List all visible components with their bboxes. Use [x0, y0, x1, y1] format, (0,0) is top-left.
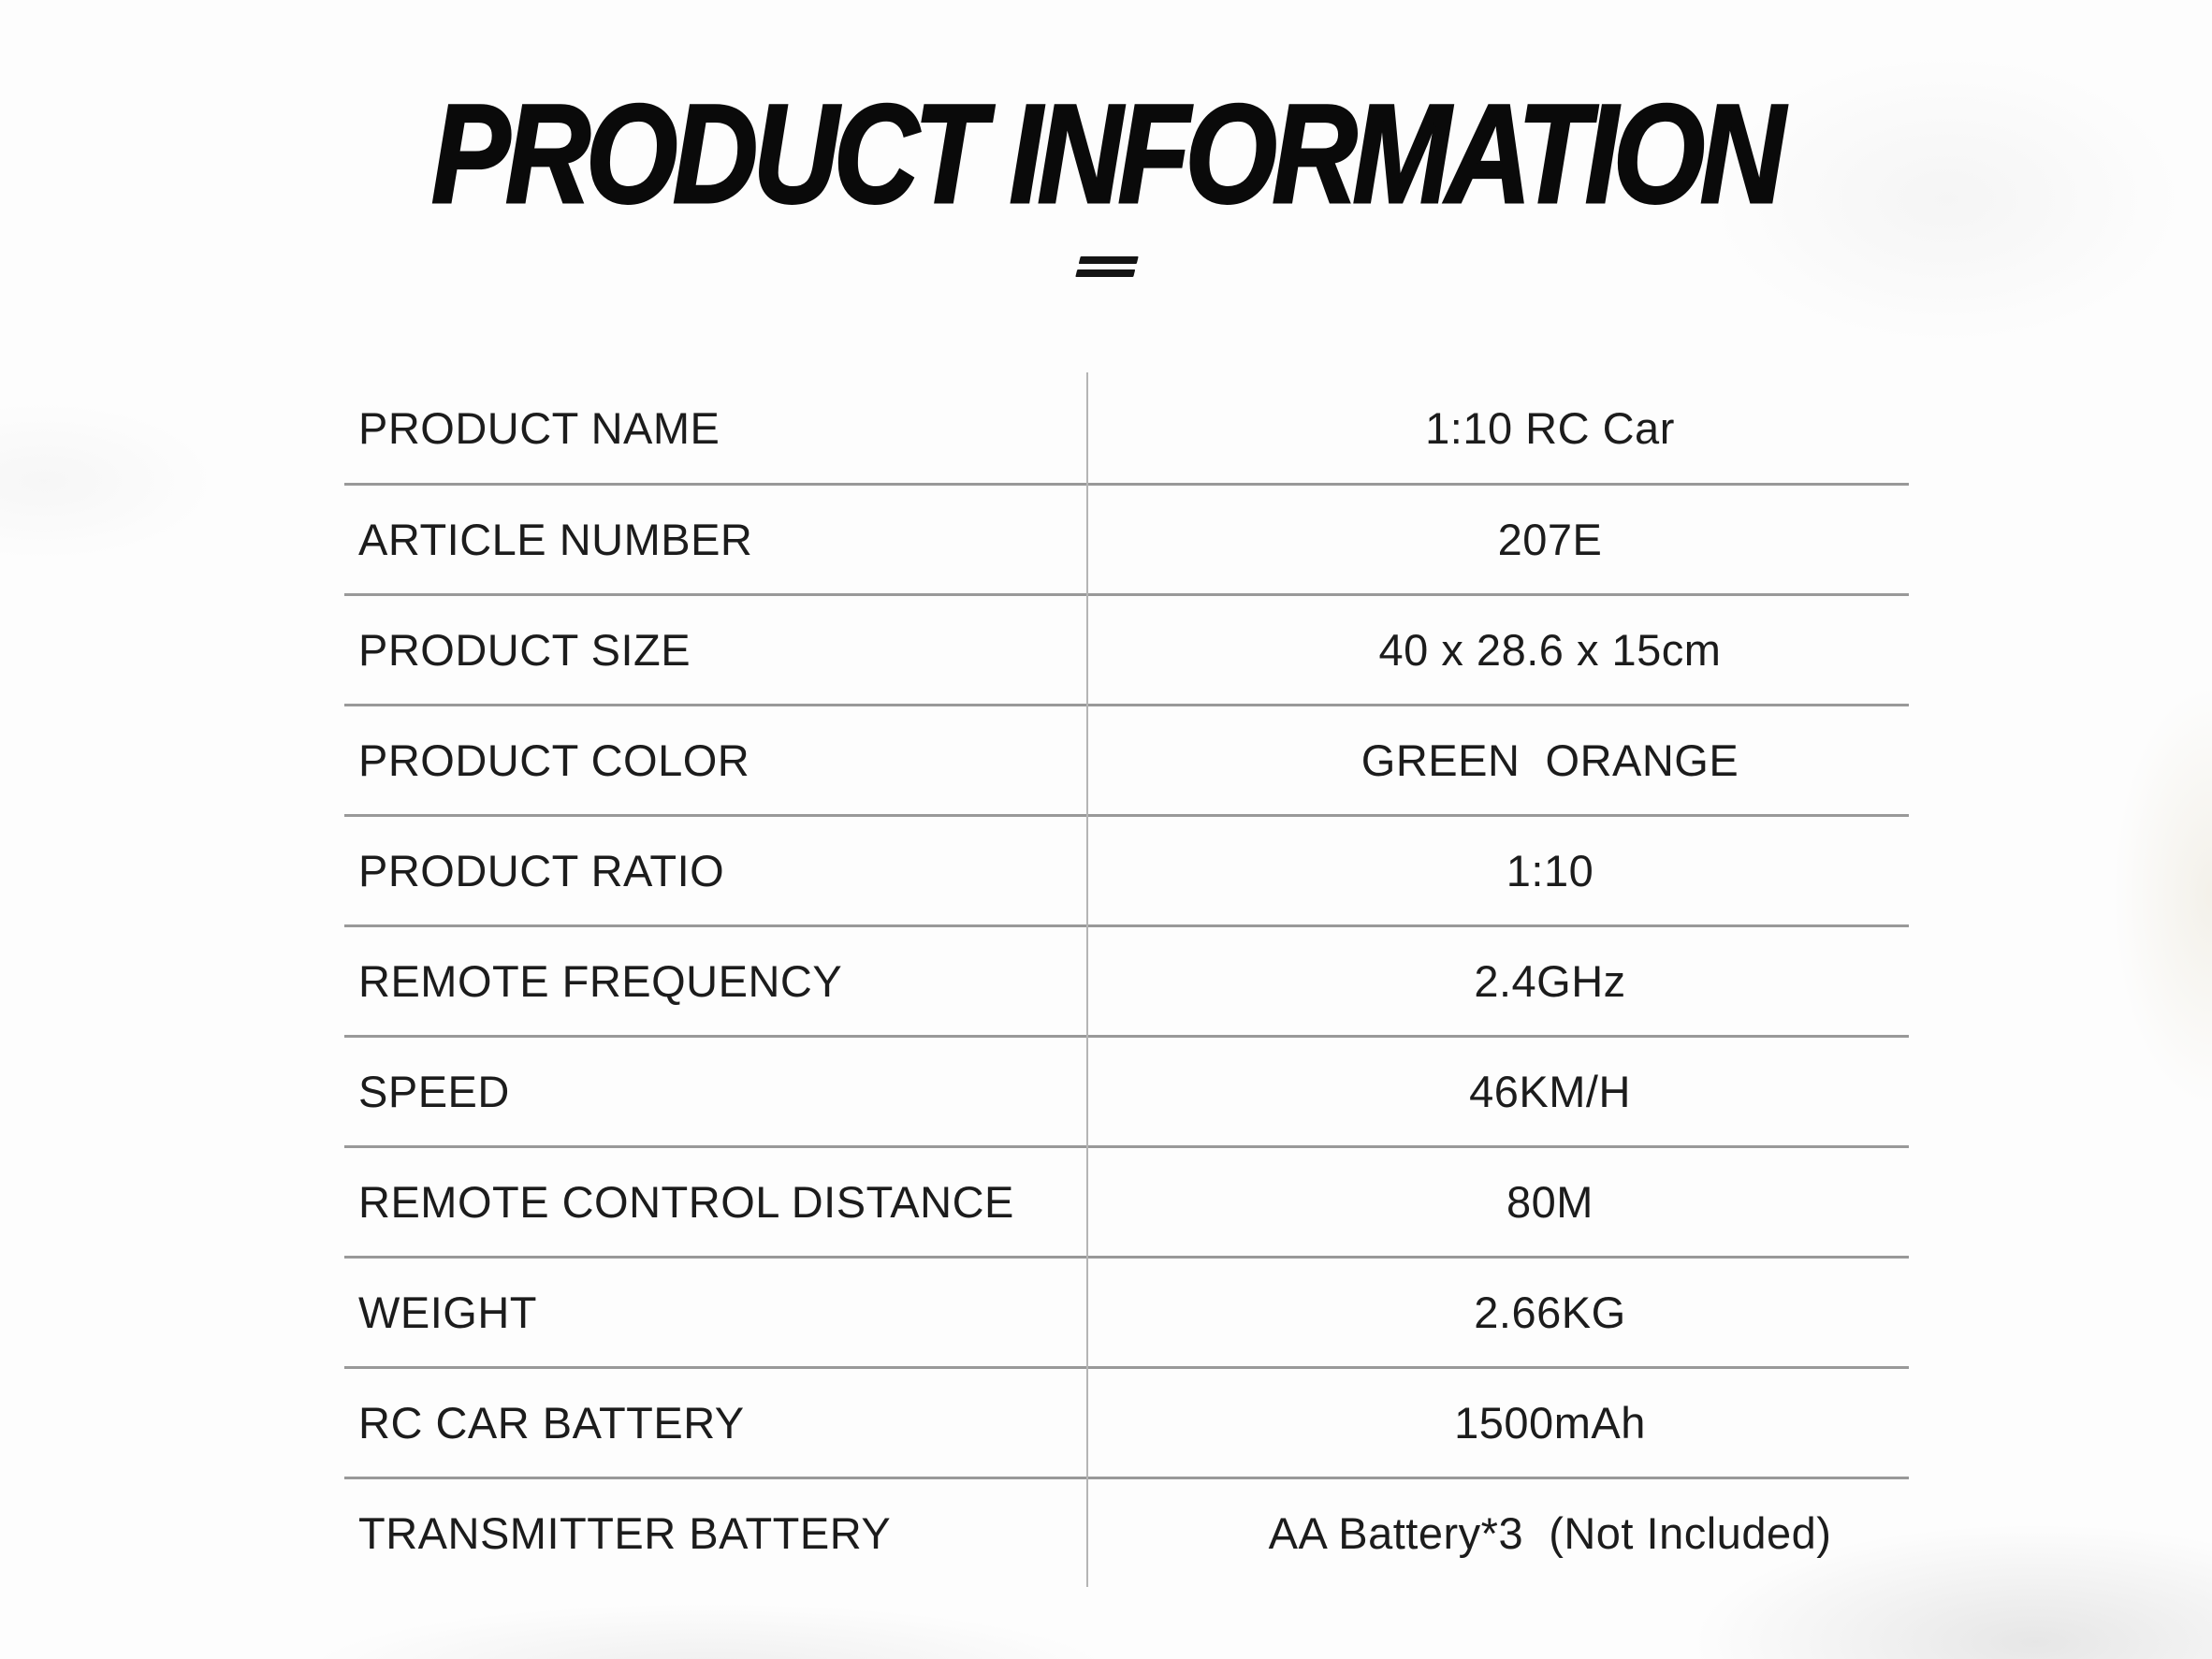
table-row-transmitter-battery: TRANSMITTER BATTERY AA Battery*3 (Not In…: [344, 1477, 1909, 1587]
spec-label: RC CAR BATTERY: [358, 1398, 745, 1448]
spec-value: 80M: [1506, 1177, 1594, 1227]
spec-value: 1:10: [1506, 846, 1594, 895]
spec-label: SPEED: [358, 1067, 510, 1116]
spec-value: 1:10 RC Car: [1425, 402, 1675, 453]
equals-icon: [1075, 256, 1139, 277]
spec-value: 1500mAh: [1454, 1398, 1646, 1448]
table-row-product-ratio: PRODUCT RATIO 1:10: [344, 814, 1909, 924]
spec-value: 2.4GHz: [1474, 956, 1626, 1006]
spec-value: GREEN ORANGE: [1361, 735, 1739, 785]
spec-label: PRODUCT RATIO: [358, 846, 725, 895]
spec-value: 40 x 28.6 x 15cm: [1378, 625, 1722, 675]
spec-value: 2.66KG: [1474, 1288, 1626, 1337]
column-divider: [1086, 372, 1088, 1587]
equals-bar-top: [1078, 256, 1139, 264]
spec-label: REMOTE CONTROL DISTANCE: [358, 1177, 1014, 1227]
table-row-article-number: ARTICLE NUMBER 207E: [344, 483, 1909, 593]
table-row-product-size: PRODUCT SIZE 40 x 28.6 x 15cm: [344, 593, 1909, 704]
table-row-rc-car-battery: RC CAR BATTERY 1500mAh: [344, 1366, 1909, 1477]
spec-label: PRODUCT NAME: [358, 402, 720, 453]
spec-value: 207E: [1497, 515, 1603, 564]
spec-label: PRODUCT SIZE: [358, 625, 691, 675]
table-row-product-color: PRODUCT COLOR GREEN ORANGE: [344, 704, 1909, 814]
table-row-remote-frequency: REMOTE FREQUENCY 2.4GHz: [344, 924, 1909, 1035]
page-title: PRODUCT INFORMATION: [430, 75, 1786, 232]
spec-label: ARTICLE NUMBER: [358, 515, 753, 564]
table-row-product-name: PRODUCT NAME 1:10 RC Car: [344, 372, 1909, 483]
spec-label: WEIGHT: [358, 1288, 537, 1337]
spec-label: TRANSMITTER BATTERY: [358, 1508, 892, 1558]
table-row-remote-control-distance: REMOTE CONTROL DISTANCE 80M: [344, 1145, 1909, 1256]
equals-bar-bottom: [1075, 269, 1136, 277]
table-row-speed: SPEED 46KM/H: [344, 1035, 1909, 1145]
spec-label: PRODUCT COLOR: [358, 735, 750, 785]
spec-label: REMOTE FREQUENCY: [358, 956, 843, 1006]
table-row-weight: WEIGHT 2.66KG: [344, 1256, 1909, 1366]
spec-value: 46KM/H: [1469, 1067, 1631, 1116]
spec-value: AA Battery*3 (Not Included): [1268, 1508, 1832, 1558]
product-spec-table: PRODUCT NAME 1:10 RC Car ARTICLE NUMBER …: [344, 372, 1909, 1587]
